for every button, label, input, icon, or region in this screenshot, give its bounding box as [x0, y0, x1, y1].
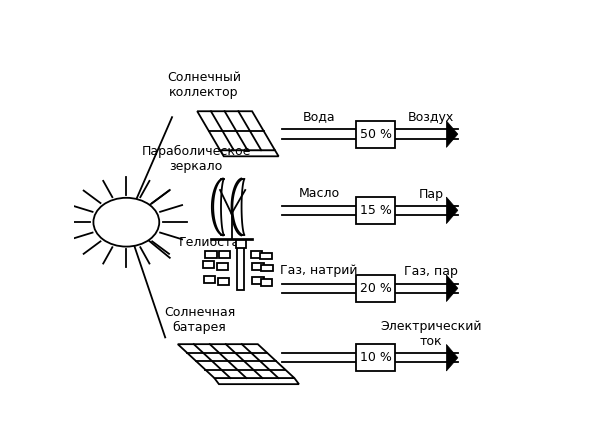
Bar	[356, 344, 395, 371]
Text: Солнечная
батарея: Солнечная батарея	[164, 306, 235, 334]
Circle shape	[93, 198, 159, 246]
Polygon shape	[220, 150, 278, 156]
Text: Газ, пар: Газ, пар	[404, 265, 458, 279]
Bar	[219, 251, 230, 258]
Bar	[253, 278, 264, 284]
Bar	[251, 251, 263, 258]
Bar	[356, 121, 395, 148]
Polygon shape	[447, 345, 458, 371]
Text: Пар: Пар	[418, 187, 444, 201]
Bar	[235, 240, 245, 248]
Text: 10 %: 10 %	[359, 351, 392, 364]
Polygon shape	[214, 378, 299, 384]
Bar	[253, 263, 264, 270]
Text: 50 %: 50 %	[359, 128, 392, 141]
Text: Солнечный
коллектор: Солнечный коллектор	[167, 70, 241, 99]
Bar	[205, 251, 217, 258]
Bar	[204, 276, 215, 283]
Polygon shape	[197, 111, 275, 150]
Text: Параболическое
зеркало: Параболическое зеркало	[142, 145, 251, 173]
Polygon shape	[447, 275, 458, 301]
Text: 15 %: 15 %	[359, 204, 392, 217]
Bar	[260, 253, 271, 260]
Text: Газ, натрий: Газ, натрий	[280, 264, 358, 278]
Text: Вода: Вода	[303, 110, 335, 123]
Bar	[261, 264, 273, 271]
Text: 20 %: 20 %	[359, 282, 392, 295]
Polygon shape	[447, 197, 458, 224]
Polygon shape	[178, 344, 294, 378]
Bar	[356, 197, 395, 224]
Text: Гелиостат: Гелиостат	[179, 236, 248, 249]
Bar	[356, 275, 395, 302]
Text: Электрический
ток: Электрический ток	[380, 320, 481, 348]
Text: Масло: Масло	[299, 187, 339, 199]
Bar	[237, 246, 244, 290]
Bar	[218, 278, 229, 285]
Bar	[261, 279, 272, 286]
Text: Воздух: Воздух	[408, 111, 454, 124]
Polygon shape	[447, 121, 458, 147]
Bar	[217, 263, 228, 270]
Bar	[203, 261, 214, 268]
